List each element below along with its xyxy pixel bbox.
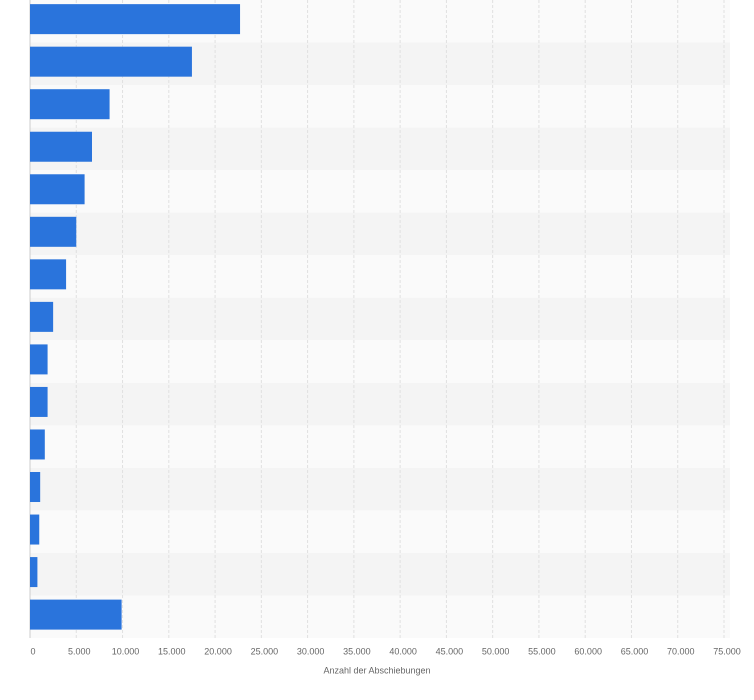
- row-band: [30, 552, 730, 596]
- row-backgrounds: [30, 0, 730, 638]
- x-tick-label: 10.000: [112, 646, 140, 656]
- bar: [30, 131, 92, 162]
- bar: [30, 174, 85, 205]
- bar: [30, 386, 48, 417]
- row-band: [30, 85, 730, 128]
- bar: [30, 472, 41, 503]
- x-tick-label: 55.000: [528, 646, 556, 656]
- row-band: [30, 212, 730, 256]
- x-tick-label: 30.000: [297, 646, 325, 656]
- x-tick-label: 25.000: [251, 646, 279, 656]
- row-band: [30, 382, 730, 426]
- row-band: [30, 510, 730, 553]
- x-tick-label: 35.000: [343, 646, 371, 656]
- row-band: [30, 425, 730, 468]
- x-tick-label: 50.000: [482, 646, 510, 656]
- bar: [30, 4, 241, 35]
- x-tick-label: 5.000: [68, 646, 91, 656]
- bar: [30, 344, 48, 375]
- bar: [30, 46, 192, 77]
- row-band: [30, 170, 730, 213]
- x-tick-label: 65.000: [621, 646, 649, 656]
- row-band: [30, 467, 730, 511]
- x-tick-label: 70.000: [667, 646, 695, 656]
- x-tick-label: 75.000: [713, 646, 741, 656]
- bar: [30, 514, 40, 545]
- bar: [30, 557, 38, 588]
- row-band: [30, 297, 730, 341]
- bar: [30, 216, 77, 247]
- x-axis-title: Anzahl der Abschiebungen: [323, 665, 430, 675]
- row-band: [30, 595, 730, 638]
- x-tick-label: 45.000: [436, 646, 464, 656]
- row-band: [30, 340, 730, 383]
- bar: [30, 301, 54, 332]
- x-tick-label: 15.000: [158, 646, 186, 656]
- x-tick-label: 20.000: [204, 646, 232, 656]
- row-band: [30, 127, 730, 171]
- bar: [30, 89, 110, 120]
- bar: [30, 429, 45, 460]
- bar: [30, 599, 122, 630]
- bar: [30, 259, 67, 290]
- row-band: [30, 255, 730, 298]
- x-tick-label: 60.000: [574, 646, 602, 656]
- x-tick-label: 0: [30, 646, 35, 656]
- x-tick-label: 40.000: [389, 646, 417, 656]
